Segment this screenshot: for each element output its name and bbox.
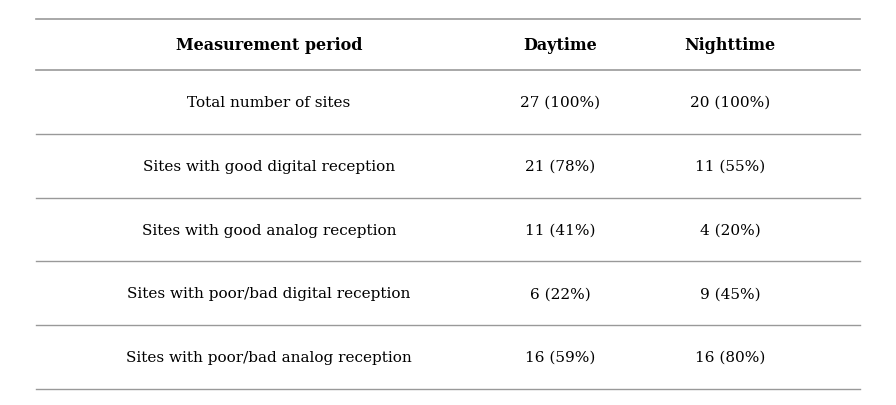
Text: Measurement period: Measurement period [176, 37, 362, 54]
Text: 21 (78%): 21 (78%) [525, 160, 595, 173]
Text: Sites with good digital reception: Sites with good digital reception [142, 160, 395, 173]
Text: 6 (22%): 6 (22%) [530, 286, 590, 301]
Text: 16 (80%): 16 (80%) [695, 350, 765, 364]
Text: Sites with poor/bad analog reception: Sites with poor/bad analog reception [126, 350, 411, 364]
Text: Nighttime: Nighttime [685, 37, 776, 54]
Text: 9 (45%): 9 (45%) [700, 286, 761, 301]
Text: Sites with good analog reception: Sites with good analog reception [142, 223, 396, 237]
Text: 27 (100%): 27 (100%) [520, 96, 600, 110]
Text: 4 (20%): 4 (20%) [700, 223, 761, 237]
Text: 11 (41%): 11 (41%) [525, 223, 595, 237]
Text: Total number of sites: Total number of sites [187, 96, 350, 110]
Text: 11 (55%): 11 (55%) [695, 160, 765, 173]
Text: Sites with poor/bad digital reception: Sites with poor/bad digital reception [127, 286, 410, 301]
Text: 16 (59%): 16 (59%) [525, 350, 595, 364]
Text: Daytime: Daytime [523, 37, 597, 54]
Text: 20 (100%): 20 (100%) [690, 96, 771, 110]
